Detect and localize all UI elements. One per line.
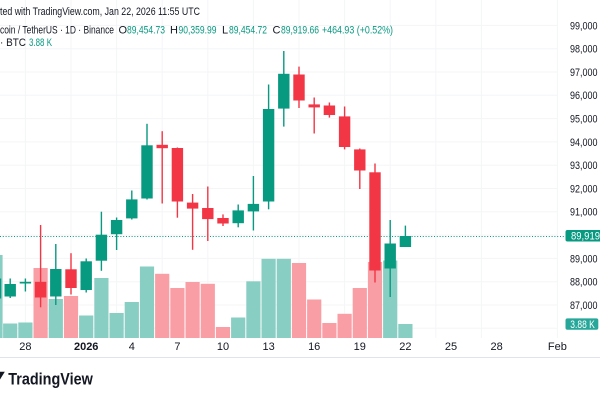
svg-text:13: 13 [262,341,274,353]
svg-text:ted with TradingView.com, Jan: ted with TradingView.com, Jan 22, 2026 1… [0,6,200,18]
svg-text:89,919.66: 89,919.66 [281,24,319,36]
svg-text:90,359.99: 90,359.99 [179,24,217,36]
svg-text:L: L [222,24,228,36]
svg-text:22: 22 [399,341,411,353]
svg-text:4: 4 [129,341,135,353]
svg-text:88,000: 88,000 [570,277,598,289]
svg-text:Feb: Feb [548,341,567,353]
svg-text:91,000: 91,000 [570,207,598,219]
svg-text:28: 28 [19,341,31,353]
svg-text:95,000: 95,000 [570,114,598,126]
svg-text:89,919: 89,919 [571,231,600,243]
svg-text:87,000: 87,000 [570,300,598,312]
svg-text:89,000: 89,000 [570,253,598,265]
svg-text:98,000: 98,000 [570,44,598,56]
svg-text:16: 16 [308,341,320,353]
svg-text:2026: 2026 [74,341,98,353]
svg-text:92,000: 92,000 [570,183,598,195]
svg-text:TradingView: TradingView [8,370,93,389]
svg-text:89,454.72: 89,454.72 [229,24,267,36]
svg-text:28: 28 [490,341,502,353]
svg-text:97,000: 97,000 [570,67,598,79]
svg-text:25: 25 [445,341,457,353]
svg-text:coin / TetherUS · 1D · Binance: coin / TetherUS · 1D · Binance [0,24,114,36]
svg-text:93,000: 93,000 [570,160,598,172]
svg-text:+464.93 (+0.52%): +464.93 (+0.52%) [322,24,393,36]
svg-text:10: 10 [217,341,229,353]
svg-text:· BTC: · BTC [0,37,26,49]
svg-text:7: 7 [174,341,180,353]
svg-text:3.88 K: 3.88 K [570,319,595,331]
svg-text:19: 19 [354,341,366,353]
svg-text:94,000: 94,000 [570,137,598,149]
svg-text:96,000: 96,000 [570,90,598,102]
svg-text:H: H [170,24,178,36]
svg-text:C: C [273,24,281,36]
svg-text:89,454.73: 89,454.73 [127,24,165,36]
svg-text:3.88 K: 3.88 K [29,37,52,49]
svg-text:99,000: 99,000 [570,20,598,32]
